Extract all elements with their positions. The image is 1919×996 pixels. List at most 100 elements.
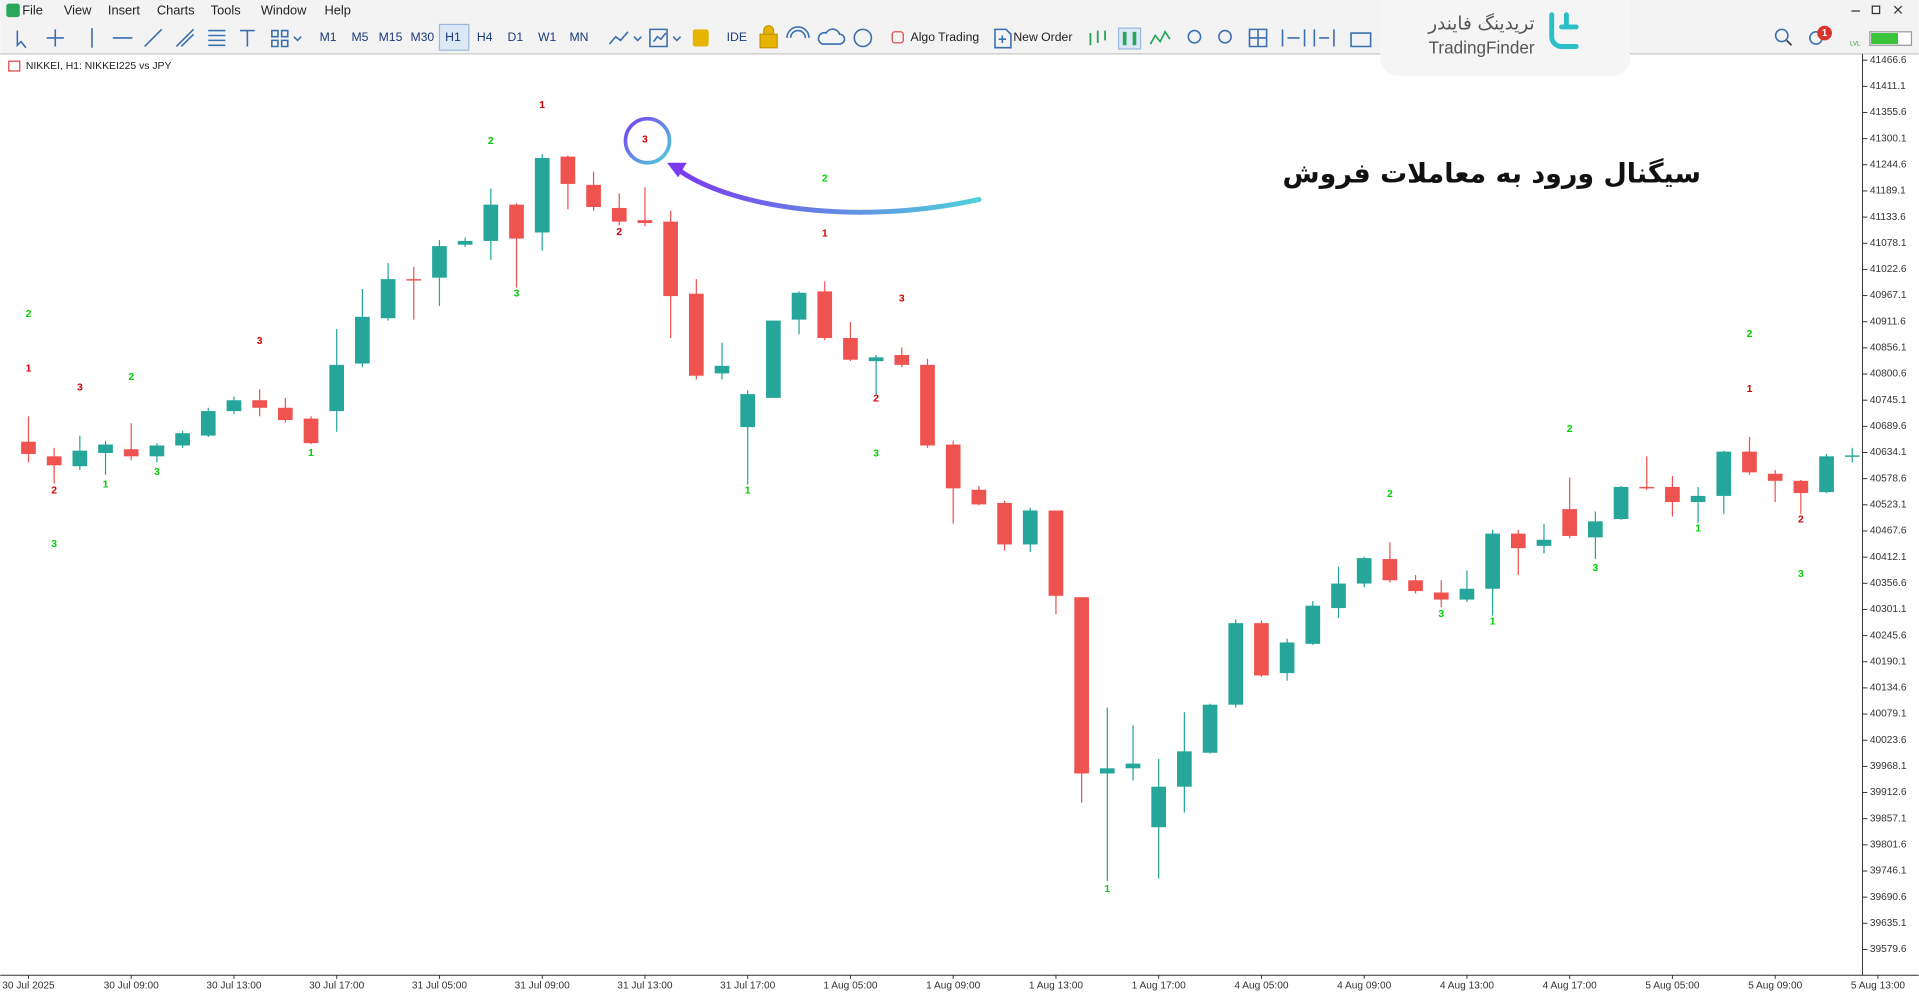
- candle-body: [483, 204, 499, 241]
- chart-icon: [8, 60, 21, 72]
- market-button[interactable]: [692, 29, 709, 47]
- candle-body: [1536, 539, 1552, 546]
- ide-button[interactable]: IDE: [727, 30, 747, 44]
- candles-button[interactable]: [1122, 31, 1137, 46]
- candle-body: [1639, 486, 1655, 489]
- candle-body: [714, 365, 730, 374]
- signal-label: 1: [1104, 884, 1110, 895]
- signal-label: 3: [77, 383, 83, 394]
- candle-body: [766, 320, 781, 398]
- crosshair-tool[interactable]: [46, 29, 64, 47]
- candle-body: [1048, 510, 1064, 596]
- timeframe-button[interactable]: M5: [351, 30, 368, 44]
- indicators-button[interactable]: [608, 31, 642, 45]
- candle-body: [1613, 486, 1629, 519]
- search-handle: [1786, 39, 1793, 46]
- channel-tool[interactable]: [175, 28, 195, 48]
- text-tool[interactable]: [240, 29, 255, 47]
- x-tick-label: 4 Aug 05:00: [1234, 980, 1288, 991]
- new-order-button[interactable]: New Order: [1013, 30, 1072, 44]
- templates-button[interactable]: [649, 28, 682, 48]
- y-tick-label: 40412.1: [1870, 552, 1907, 563]
- candle-body: [843, 338, 858, 360]
- candle-body: [1485, 533, 1500, 589]
- signal-label: 2: [128, 372, 134, 383]
- candle-body: [1254, 623, 1269, 676]
- signals-button[interactable]: [786, 26, 810, 39]
- level-meter-fill: [1871, 33, 1898, 45]
- candle-body: [1022, 510, 1038, 545]
- menu-item[interactable]: Window: [261, 2, 307, 17]
- line-chart-button[interactable]: [1149, 30, 1171, 45]
- y-tick-label: 40800.6: [1870, 369, 1907, 380]
- new-order-icon[interactable]: [994, 28, 1012, 49]
- y-tick-label: 40523.1: [1870, 499, 1907, 510]
- signal-label: 3: [1592, 563, 1598, 574]
- timeframe-button[interactable]: D1: [508, 30, 524, 44]
- signal-label: 3: [514, 288, 520, 299]
- screenshot-button[interactable]: [1350, 32, 1372, 48]
- candle-body: [1690, 495, 1706, 503]
- watermark-logo: [1549, 12, 1579, 49]
- menu-item[interactable]: Tools: [211, 2, 241, 17]
- timeframe-button[interactable]: M1: [320, 30, 337, 44]
- candle-body: [1665, 486, 1680, 503]
- menu-item[interactable]: View: [64, 2, 92, 17]
- y-tick-label: 40911.6: [1870, 316, 1906, 327]
- candle-body: [1177, 751, 1192, 787]
- menu-item[interactable]: Help: [324, 2, 350, 17]
- app-icon: [6, 3, 20, 18]
- signal-label: 2: [488, 136, 494, 147]
- candle-body: [560, 156, 576, 184]
- trendline-tool[interactable]: [144, 28, 163, 48]
- shapes-tool[interactable]: [271, 29, 302, 48]
- x-tick-label: 31 Jul 17:00: [720, 980, 776, 991]
- depth-button[interactable]: [1089, 30, 1107, 46]
- candle-body: [457, 240, 473, 245]
- tile-button[interactable]: [1248, 28, 1268, 48]
- candle-body: [817, 291, 833, 339]
- signal-label: 2: [51, 485, 57, 496]
- menu-item[interactable]: Charts: [157, 2, 195, 17]
- algo-trading-icon[interactable]: [891, 31, 904, 44]
- candle-body: [1408, 580, 1423, 592]
- candle-body: [1433, 592, 1449, 600]
- menu-item[interactable]: File: [22, 2, 43, 17]
- x-tick-label: 5 Aug 05:00: [1645, 980, 1699, 991]
- timeframe-button[interactable]: M15: [379, 30, 403, 44]
- menu-item[interactable]: Insert: [108, 2, 141, 17]
- x-tick-label: 1 Aug 13:00: [1029, 980, 1083, 991]
- timeframe-button[interactable]: M30: [410, 30, 434, 44]
- y-tick-label: 40745.1: [1870, 395, 1907, 406]
- search-button[interactable]: [1774, 28, 1789, 43]
- candle-body: [1074, 597, 1089, 774]
- toolbar: M1 M5 M15 M30 H1 H4 D1 W1 MN IDE Algo Trading New O…: [16, 5, 1913, 51]
- timeframe-button[interactable]: MN: [569, 30, 588, 44]
- timeframe-button[interactable]: H1: [445, 30, 461, 44]
- cloud-button[interactable]: [817, 28, 846, 45]
- x-tick-label: 30 Jul 2025: [2, 980, 55, 991]
- zoom-in-button[interactable]: [1187, 29, 1202, 44]
- timeframe-button[interactable]: W1: [538, 30, 557, 44]
- cursor-tool[interactable]: [16, 30, 27, 49]
- algo-trading-button[interactable]: Algo Trading: [911, 30, 980, 44]
- zoom-out-button[interactable]: [1218, 29, 1232, 44]
- chart-shift-button[interactable]: [1313, 29, 1335, 47]
- active-timeframe-highlight: [438, 23, 470, 51]
- candle-body: [329, 364, 345, 412]
- lock-button[interactable]: [759, 25, 778, 49]
- vps-button[interactable]: [853, 28, 873, 48]
- candle-body: [1844, 455, 1860, 457]
- x-tick-label: 31 Jul 05:00: [412, 980, 468, 991]
- window-controls[interactable]: [1851, 5, 1903, 15]
- fibonacci-tool[interactable]: [208, 29, 226, 47]
- y-tick-label: 39746.1: [1870, 866, 1907, 877]
- candle-body: [200, 411, 216, 436]
- y-tick-label: 40245.6: [1870, 630, 1907, 641]
- timeframe-button[interactable]: H4: [477, 30, 493, 44]
- y-tick-label: 40134.6: [1870, 683, 1907, 694]
- candle-body: [123, 449, 139, 457]
- autoscroll-button[interactable]: [1281, 29, 1306, 47]
- annotation-circle: [623, 116, 672, 165]
- candle-body: [1228, 623, 1244, 705]
